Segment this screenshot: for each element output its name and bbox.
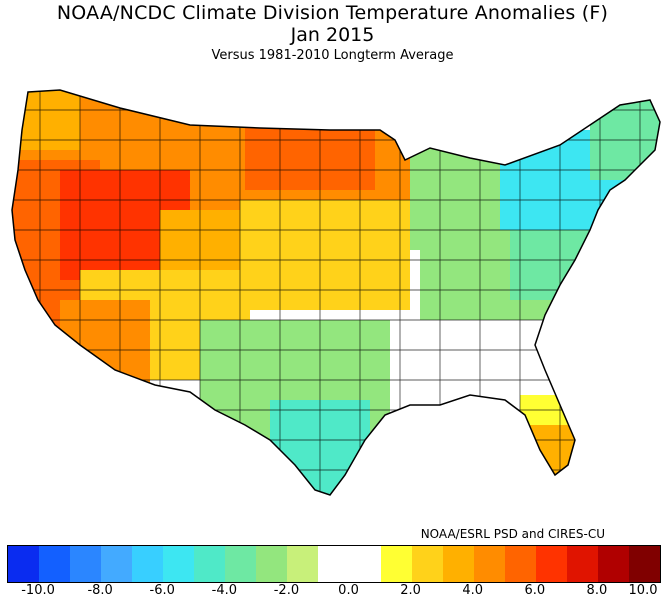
color-swatch-18 (566, 546, 598, 582)
scale-tick-label: 8.0 (586, 583, 608, 598)
map-date: Jan 2015 (290, 24, 375, 46)
color-swatch-0 (8, 546, 40, 582)
us-outline (11, 89, 661, 496)
color-swatch-1 (39, 546, 71, 582)
color-swatch-8 (256, 546, 288, 582)
map-title: NOAA/NCDC Climate Division Temperature A… (56, 2, 609, 24)
color-swatch-2 (70, 546, 102, 582)
scale-tick-label: -10.0 (21, 583, 55, 598)
color-swatch-15 (473, 546, 505, 582)
scale-tick-label: -8.0 (87, 583, 113, 598)
color-swatch-13 (411, 546, 443, 582)
color-swatch-10 (318, 546, 350, 582)
map-region-central-plains (240, 200, 410, 310)
color-swatch-7 (225, 546, 257, 582)
color-swatch-17 (535, 546, 567, 582)
color-swatch-5 (163, 546, 195, 582)
color-swatch-19 (597, 546, 629, 582)
color-scale-ticks: -10.0 -8.0 -6.0 -4.0 -2.0 0.0 2.0 4.0 6.0 8.0 10.0 (0, 583, 665, 599)
color-swatch-4 (132, 546, 164, 582)
color-swatch-12 (380, 546, 412, 582)
scale-tick-label: 10.0 (628, 583, 658, 598)
scale-tick-label: 2.0 (400, 583, 421, 598)
scale-tick-label: -6.0 (149, 583, 175, 598)
color-swatch-9 (287, 546, 319, 582)
credit-text: NOAA/ESRL PSD and CIRES-CU (420, 527, 605, 541)
color-scale-bar (7, 545, 661, 583)
scale-tick-label: 4.0 (462, 583, 484, 598)
map-region-north-dakota-core (245, 120, 375, 190)
map-region-coastal-oregon-washington (20, 90, 80, 150)
color-swatch-16 (504, 546, 536, 582)
color-swatch-6 (194, 546, 226, 582)
scale-tick-label: -4.0 (211, 583, 238, 598)
color-swatch-11 (349, 546, 381, 582)
map-subtitle: Versus 1981-2010 Longterm Average (211, 48, 454, 63)
color-swatch-14 (442, 546, 474, 582)
scale-tick-label: -2.0 (273, 583, 300, 598)
us-climate-division-map (11, 89, 661, 496)
map-region-southern-california (60, 300, 150, 390)
scale-tick-label: 0.0 (338, 583, 359, 598)
scale-tick-label: 6.0 (524, 583, 546, 598)
color-swatch-3 (101, 546, 133, 582)
color-swatch-20 (628, 546, 660, 582)
